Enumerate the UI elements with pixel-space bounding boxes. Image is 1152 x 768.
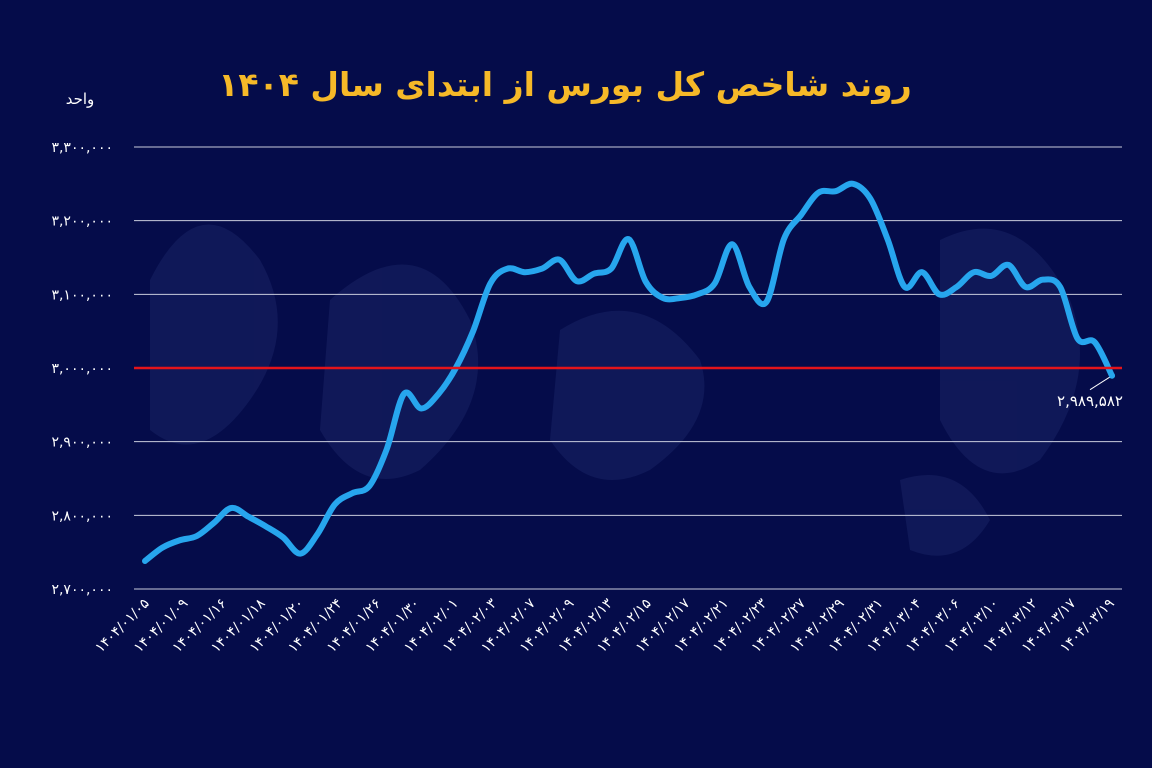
watermark-logo — [150, 224, 1080, 556]
series-layer — [142, 180, 1115, 564]
y-tick-label: ۲,۷۰۰,۰۰۰ — [51, 582, 113, 598]
last-value-point — [1109, 372, 1115, 379]
last-value-leader — [1089, 375, 1113, 391]
x-axis-ticks: ۱۴۰۴/۰۱/۰۵۱۴۰۴/۰۱/۰۹۱۴۰۴/۰۱/۱۶۱۴۰۴/۰۱/۱۸… — [92, 595, 1118, 656]
series-line — [142, 180, 1115, 564]
y-axis-ticks: ۲,۷۰۰,۰۰۰ ۲,۸۰۰,۰۰۰ ۲,۹۰۰,۰۰۰ ۳,۰۰۰,۰۰۰ ۳,۱۰… — [51, 140, 113, 598]
y-axis-label: واحد — [66, 90, 95, 108]
chart-title: روند شاخص کل بورس از ابتدای سال ۱۴۰۴ — [218, 65, 911, 105]
y-tick-label: ۳,۲۰۰,۰۰۰ — [51, 214, 113, 230]
y-tick-label: ۲,۹۰۰,۰۰۰ — [51, 435, 113, 451]
y-tick-label: ۲,۸۰۰,۰۰۰ — [51, 508, 113, 524]
last-value-label: ۲,۹۸۹,۵۸۲ — [1057, 392, 1123, 410]
y-tick-label: ۳,۳۰۰,۰۰۰ — [51, 140, 113, 156]
y-tick-label: ۳,۱۰۰,۰۰۰ — [51, 287, 113, 303]
y-tick-label: ۳,۰۰۰,۰۰۰ — [51, 361, 113, 377]
